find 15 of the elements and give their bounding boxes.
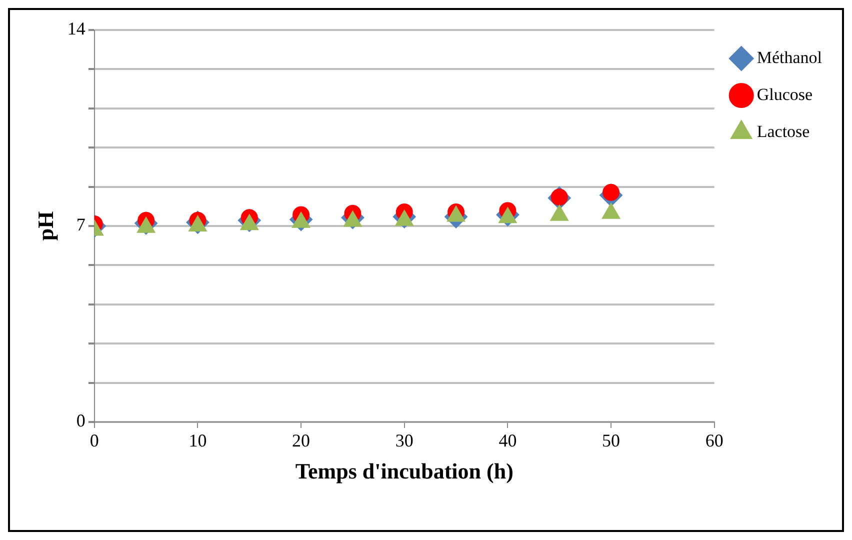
x-tick-label: 20 [292,430,310,451]
x-axis-title: Temps d'incubation (h) [295,458,514,484]
x-tick-label: 40 [498,430,517,451]
x-tick-label: 10 [188,430,207,451]
y-tick-label: 7 [76,214,86,235]
y-tick-label: 14 [67,18,86,39]
x-tick-label: 60 [705,430,724,451]
x-tick-label: 30 [395,430,414,451]
legend-label: Méthanol [756,48,822,67]
legend-label: Lactose [756,122,810,141]
legend-label: Glucose [756,84,813,104]
x-tick-label: 50 [602,430,620,451]
y-tick-label: 0 [76,410,86,431]
y-axis-title: pH [32,211,58,241]
x-tick-label: 0 [90,430,99,451]
